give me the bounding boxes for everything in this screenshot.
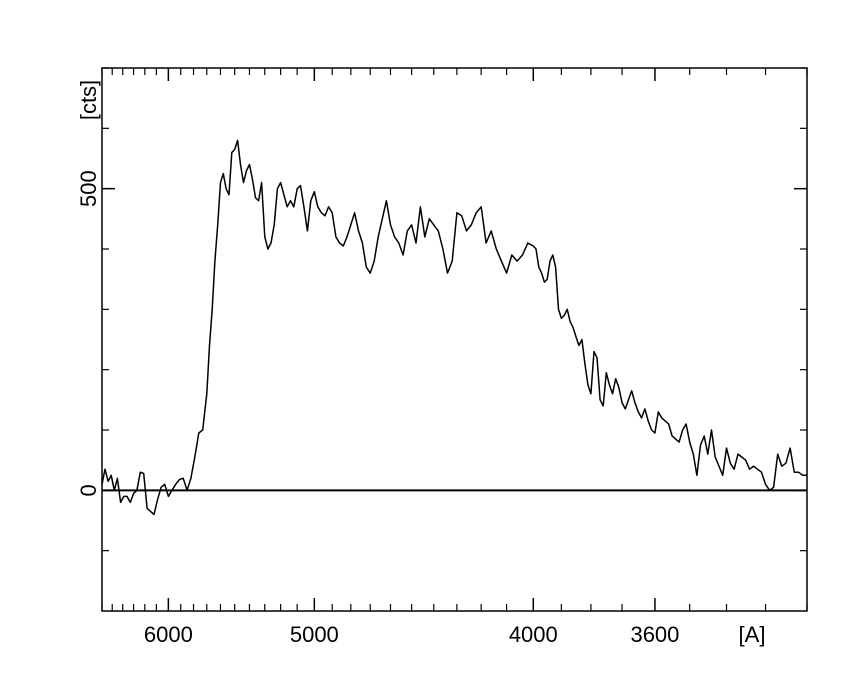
x-tick-label: 4000 [509, 622, 558, 647]
series-line [101, 139, 807, 516]
x-tick-label: 6000 [144, 622, 193, 647]
y-tick-labels: 0 500 [76, 170, 101, 496]
x-unit-label: [A] [739, 622, 766, 647]
x-tick-labels: 6000 5000 4000 3600 [144, 622, 680, 647]
x-tick-label: 3600 [630, 622, 679, 647]
x-tick-label: 5000 [290, 622, 339, 647]
axis-major-ticks [102, 68, 807, 611]
y-tick-label: 500 [76, 170, 101, 207]
y-unit-label: [cts] [76, 80, 101, 120]
y-tick-label: 0 [76, 484, 101, 496]
x-minor-ticks [101, 67, 808, 611]
plot-frame [101, 67, 808, 612]
